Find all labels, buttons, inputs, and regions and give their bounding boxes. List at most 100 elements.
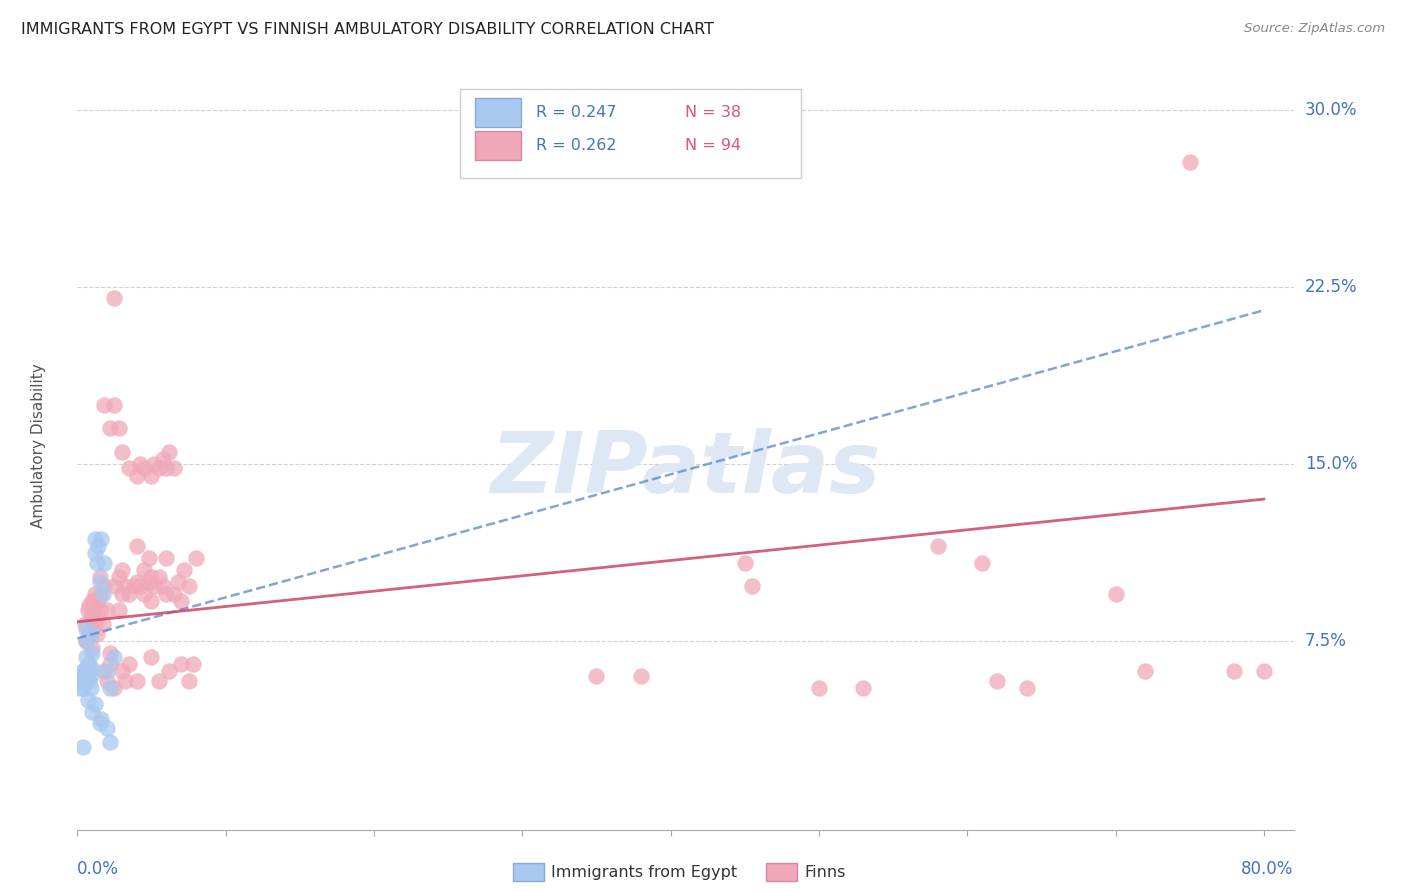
Point bbox=[96, 603, 118, 617]
Point bbox=[82, 705, 104, 719]
Text: Immigrants from Egypt: Immigrants from Egypt bbox=[551, 865, 737, 880]
Point bbox=[143, 457, 166, 471]
Point bbox=[89, 716, 111, 731]
Point bbox=[734, 556, 756, 570]
Point bbox=[93, 579, 115, 593]
Text: Ambulatory Disability: Ambulatory Disability bbox=[31, 364, 46, 528]
Text: Finns: Finns bbox=[804, 865, 845, 880]
Point bbox=[84, 533, 107, 547]
Point bbox=[83, 603, 105, 617]
Point bbox=[167, 574, 190, 589]
Point bbox=[807, 681, 830, 695]
Point bbox=[125, 468, 148, 483]
FancyBboxPatch shape bbox=[460, 89, 801, 178]
Point bbox=[155, 551, 177, 566]
Point bbox=[138, 574, 160, 589]
Point bbox=[1104, 586, 1126, 600]
Point bbox=[141, 468, 163, 483]
Point bbox=[96, 721, 118, 735]
Point bbox=[152, 452, 174, 467]
Point bbox=[118, 657, 141, 672]
Point bbox=[84, 698, 107, 712]
Point bbox=[163, 586, 186, 600]
Point bbox=[82, 662, 104, 676]
Point bbox=[108, 570, 131, 584]
Point bbox=[75, 622, 97, 636]
Point bbox=[73, 673, 96, 688]
Point bbox=[103, 292, 125, 306]
Point bbox=[1223, 665, 1246, 679]
Text: 30.0%: 30.0% bbox=[1305, 101, 1357, 119]
Point bbox=[927, 539, 949, 553]
Point bbox=[157, 445, 180, 459]
Point bbox=[73, 669, 96, 683]
Text: IMMIGRANTS FROM EGYPT VS FINNISH AMBULATORY DISABILITY CORRELATION CHART: IMMIGRANTS FROM EGYPT VS FINNISH AMBULAT… bbox=[21, 22, 714, 37]
Point bbox=[1178, 154, 1201, 169]
Point bbox=[72, 665, 94, 679]
Point bbox=[90, 712, 112, 726]
Point bbox=[77, 673, 100, 688]
Point bbox=[111, 586, 134, 600]
Point bbox=[108, 421, 131, 435]
Point bbox=[84, 586, 107, 600]
Point bbox=[77, 599, 100, 613]
Point bbox=[82, 646, 104, 660]
Point bbox=[82, 640, 104, 655]
Point bbox=[98, 421, 121, 435]
Point bbox=[155, 586, 177, 600]
Point bbox=[75, 633, 97, 648]
Point bbox=[125, 574, 148, 589]
Point bbox=[970, 556, 993, 570]
Point bbox=[77, 626, 100, 640]
Point bbox=[141, 570, 163, 584]
Point bbox=[157, 665, 180, 679]
Point bbox=[79, 610, 101, 624]
Point bbox=[148, 570, 170, 584]
Text: N = 38: N = 38 bbox=[686, 104, 741, 120]
Text: 7.5%: 7.5% bbox=[1305, 632, 1347, 649]
Point bbox=[111, 665, 134, 679]
Point bbox=[90, 586, 112, 600]
Point bbox=[89, 603, 111, 617]
Point bbox=[79, 626, 101, 640]
Point bbox=[90, 533, 112, 547]
Point bbox=[82, 593, 104, 607]
Point bbox=[173, 563, 195, 577]
Point bbox=[84, 546, 107, 560]
Point bbox=[128, 457, 150, 471]
Point bbox=[132, 586, 155, 600]
Point bbox=[170, 593, 193, 607]
Point bbox=[852, 681, 875, 695]
Point bbox=[76, 603, 98, 617]
Point bbox=[91, 586, 114, 600]
Point bbox=[86, 556, 108, 570]
Point bbox=[177, 579, 200, 593]
Point bbox=[89, 570, 111, 584]
Point bbox=[152, 579, 174, 593]
Text: R = 0.262: R = 0.262 bbox=[536, 137, 616, 153]
Point bbox=[170, 657, 193, 672]
Point bbox=[1253, 665, 1275, 679]
Point bbox=[87, 539, 110, 553]
Point bbox=[118, 461, 141, 475]
Point bbox=[75, 633, 97, 648]
Point bbox=[87, 593, 110, 607]
Point bbox=[181, 657, 204, 672]
Point bbox=[122, 579, 145, 593]
Point bbox=[96, 665, 118, 679]
Point bbox=[111, 445, 134, 459]
Point bbox=[96, 673, 118, 688]
Point bbox=[114, 579, 136, 593]
Point bbox=[103, 398, 125, 412]
Point bbox=[77, 657, 100, 672]
Text: ZIPatlas: ZIPatlas bbox=[491, 427, 880, 510]
Point bbox=[103, 579, 125, 593]
Text: R = 0.247: R = 0.247 bbox=[536, 104, 616, 120]
Point bbox=[986, 673, 1008, 688]
Point bbox=[98, 657, 121, 672]
Point bbox=[82, 622, 104, 636]
Text: 15.0%: 15.0% bbox=[1305, 455, 1357, 473]
Point bbox=[76, 692, 98, 706]
Point bbox=[72, 739, 94, 754]
Point bbox=[70, 673, 93, 688]
